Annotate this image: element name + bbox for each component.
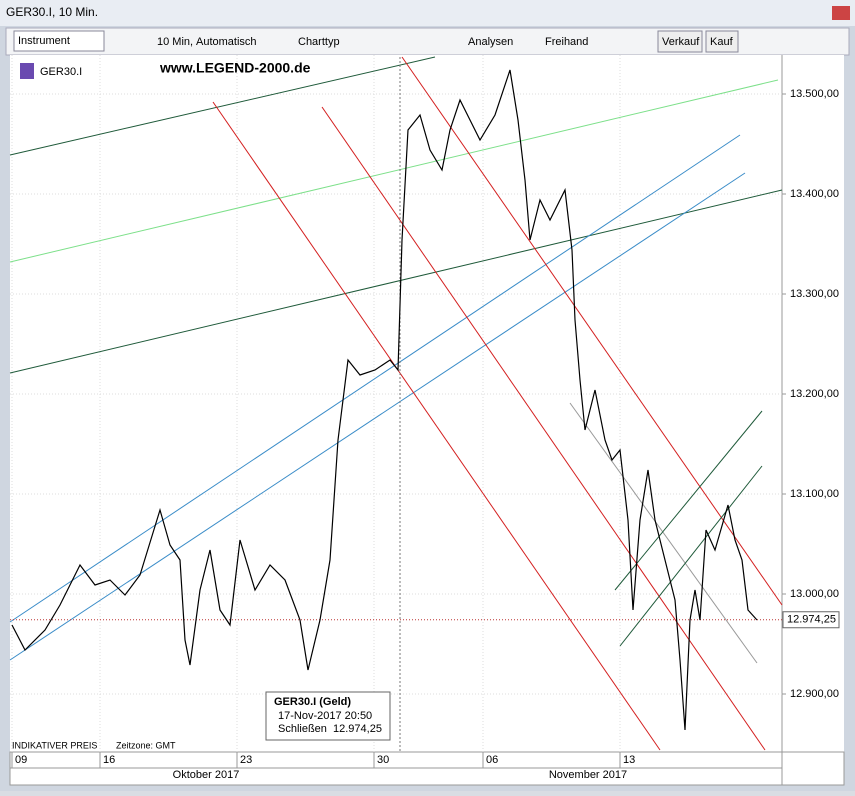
instrument-icon [20, 63, 34, 79]
x-tick-label: 16 [103, 754, 115, 766]
sell-label: Verkauf [662, 36, 700, 48]
y-tick-label: 13.100,00 [790, 488, 839, 500]
chart-title[interactable]: GER30.I [40, 66, 82, 78]
tooltip-time: 17-Nov-2017 20:50 [278, 710, 372, 722]
timeframe[interactable]: 10 Min, [157, 36, 193, 48]
scale[interactable]: Automatisch [196, 36, 257, 48]
analyses[interactable]: Analysen [468, 36, 513, 48]
instrument-input[interactable] [13, 30, 105, 52]
grid [10, 55, 782, 752]
month-label: November 2017 [549, 769, 627, 781]
x-tick-label: 06 [486, 754, 498, 766]
buy-button[interactable] [705, 30, 739, 53]
y-tick-label: 13.500,00 [790, 88, 839, 100]
price-type: INDIKATIVER PREIS [12, 740, 97, 750]
y-tick-label: 13.300,00 [790, 288, 839, 300]
title-bar [0, 0, 855, 26]
tooltip-value: 12.974,25 [333, 723, 382, 735]
marks [10, 69, 782, 731]
x-tick-label: 09 [15, 754, 27, 766]
last-price-label: 12.974,25 [787, 614, 836, 626]
y-tick-label: 13.200,00 [790, 388, 839, 400]
chart-type[interactable]: Charttyp [298, 36, 340, 48]
plot-area [10, 55, 782, 752]
buy-label: Kauf [710, 36, 734, 48]
tooltip-title: GER30.I (Geld) [274, 696, 351, 708]
trendlines [9, 56, 783, 752]
sell-button[interactable] [657, 30, 703, 53]
y-tick-label: 13.400,00 [790, 188, 839, 200]
tooltip-label: Schließen [278, 723, 327, 735]
last-price-box [782, 611, 840, 629]
price-line [11, 69, 758, 731]
y-axis-area [782, 55, 844, 752]
x-tick-label: 13 [623, 754, 635, 766]
freehand[interactable]: Freihand [545, 36, 588, 48]
window-title: GER30.I, 10 Min. [6, 5, 98, 19]
x-tick-label: 23 [240, 754, 252, 766]
y-tick-label: 12.900,00 [790, 688, 839, 700]
instrument-placeholder: Instrument [18, 35, 70, 47]
x-tick-label: 30 [377, 754, 389, 766]
y-tick-label: 13.000,00 [790, 588, 839, 600]
timezone: Zeitzone: GMT [116, 740, 176, 750]
watermark: www.LEGEND-2000.de [159, 60, 311, 76]
tooltip [265, 691, 391, 741]
month-label: Oktober 2017 [173, 769, 240, 781]
close-button[interactable] [832, 6, 850, 20]
